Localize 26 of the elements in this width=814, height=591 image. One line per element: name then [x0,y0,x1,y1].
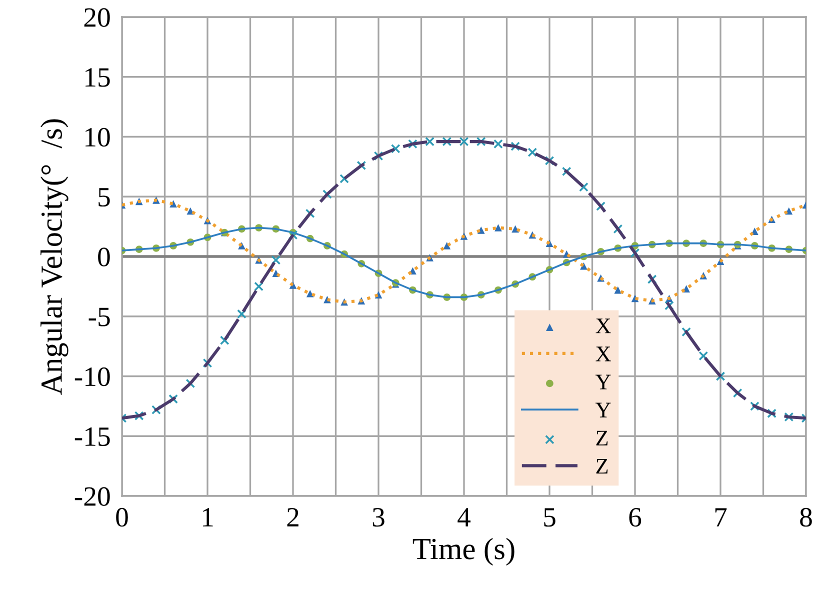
y-tick-label: 5 [98,188,110,207]
y-tick-label: -5 [88,308,110,326]
x-tick-label: 7 [715,508,727,526]
x-tick-label: 6 [629,508,642,527]
x-tick-label: 5 [544,508,556,527]
y-tick-label: 0 [98,248,110,266]
y-axis-title: Angular Velocity(° /s) [40,119,68,395]
y-tick-label: 20 [84,8,110,27]
legend-label: Z [596,458,608,474]
legend-label: Y [595,374,611,390]
x-axis-title: Time (s) [412,538,514,566]
y-tick-label: -15 [74,427,110,446]
x-tick-label: 0 [116,508,128,527]
y-tick-label: -20 [74,487,110,506]
legend-label: Y [595,402,611,418]
y-tick-label: 15 [86,68,110,87]
x-tick-label: 1 [203,508,213,526]
legend-label: X [596,318,611,334]
x-tick-label: 2 [287,508,298,526]
x-tick-label: 3 [372,508,384,527]
legend-label: X [596,346,611,362]
y-tick-label: -10 [74,367,110,386]
x-tick-label: 8 [800,508,812,527]
legend-label: Z [596,430,608,446]
y-tick-label: 10 [86,128,110,147]
x-tick-label: 4 [458,508,471,526]
